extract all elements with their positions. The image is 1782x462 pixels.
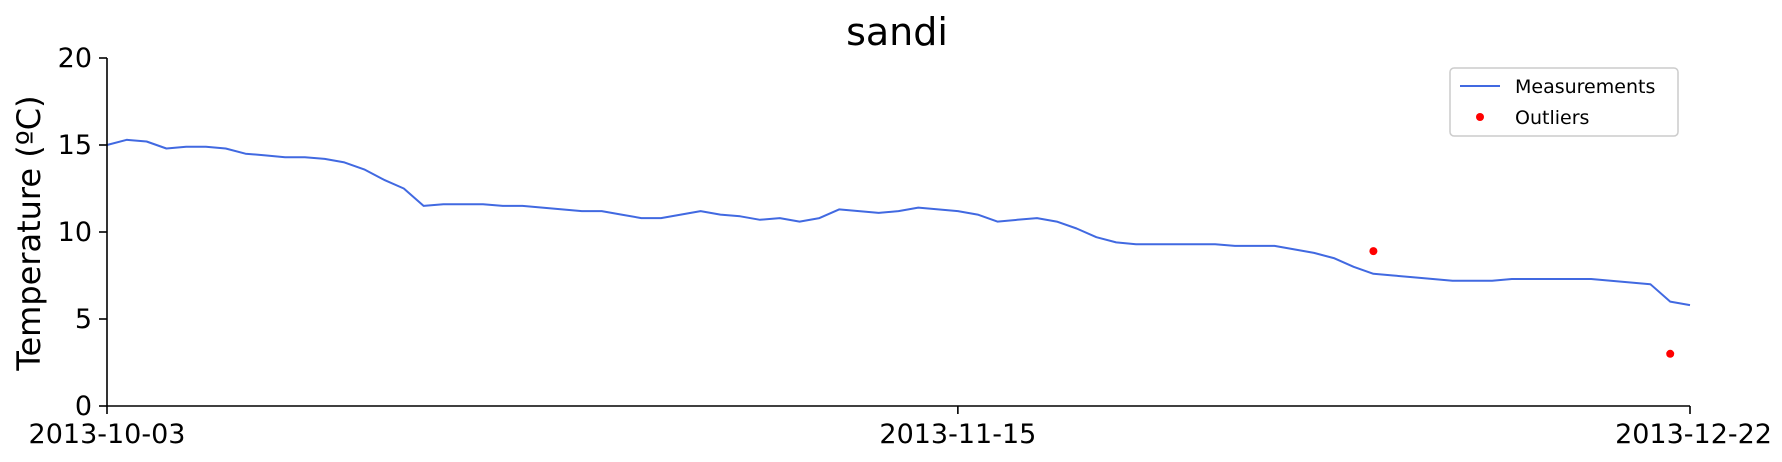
y-axis-ticks: 0 5 10 15 20 bbox=[58, 43, 107, 422]
plot-area bbox=[106, 138, 1691, 358]
y-axis-label: Temperature (ºC) bbox=[10, 95, 48, 371]
x-axis-ticks: 2013-10-03 2013-11-15 2013-12-22 bbox=[29, 406, 1772, 450]
legend-measurements-label: Measurements bbox=[1515, 76, 1655, 98]
series-line-measurements bbox=[106, 138, 1691, 307]
y-tick-label: 10 bbox=[58, 217, 92, 248]
outlier-point bbox=[1369, 247, 1378, 256]
y-tick-label: 0 bbox=[75, 391, 92, 422]
outlier-point bbox=[1666, 349, 1675, 358]
legend: Measurements Outliers bbox=[1449, 67, 1679, 137]
legend-outliers-label: Outliers bbox=[1515, 107, 1589, 129]
y-tick-label: 20 bbox=[58, 43, 92, 74]
x-tick-label: 2013-11-15 bbox=[879, 419, 1036, 450]
y-tick-label: 5 bbox=[75, 304, 92, 335]
x-tick-label: 2013-12-22 bbox=[1615, 419, 1772, 450]
y-tick-label: 15 bbox=[58, 130, 92, 161]
legend-outliers-swatch bbox=[1476, 113, 1484, 121]
legend-box bbox=[1449, 67, 1679, 137]
x-tick-label: 2013-10-03 bbox=[29, 419, 186, 450]
chart-title: sandi bbox=[846, 10, 948, 54]
